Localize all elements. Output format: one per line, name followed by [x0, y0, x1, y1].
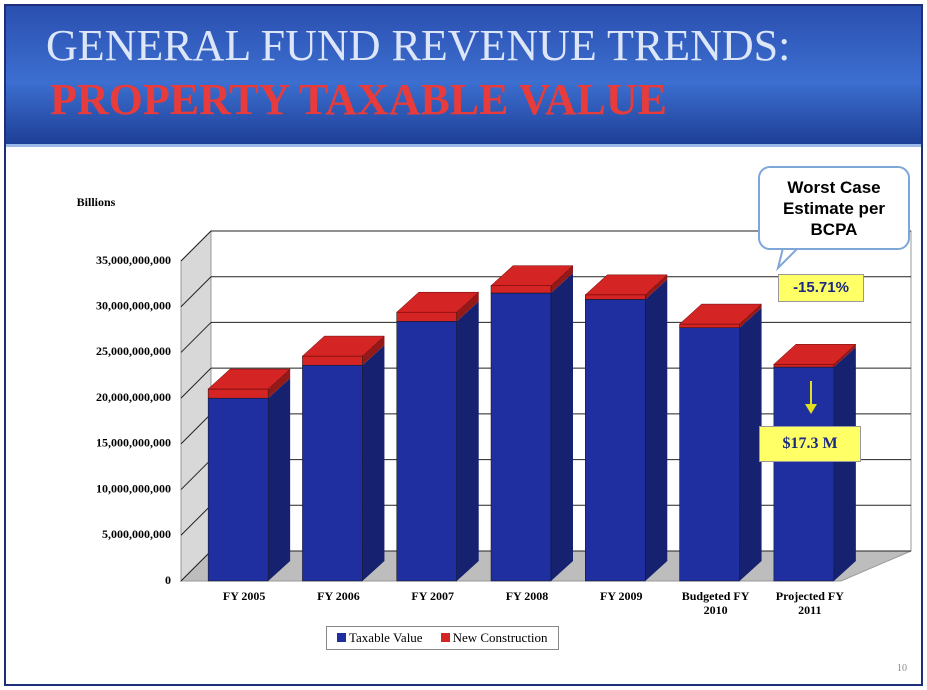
legend-swatch: [337, 633, 346, 642]
bar-top: [490, 265, 574, 286]
bar: [490, 285, 552, 294]
bar-side: [739, 307, 762, 581]
bar-side: [456, 292, 479, 322]
bar-top: [207, 368, 291, 390]
bar-side: [268, 378, 291, 581]
bar-side: [551, 273, 573, 581]
grid-line-side: [180, 367, 212, 399]
bar-side: [645, 279, 668, 581]
grid-line-side: [180, 230, 212, 262]
legend-label: New Construction: [452, 630, 548, 645]
grid-line-side: [180, 550, 212, 582]
bar-side: [833, 347, 856, 581]
y-axis-label: Billions: [77, 195, 116, 209]
x-tick-label: Projected FY 2011: [775, 589, 844, 617]
bar-top: [678, 303, 763, 325]
x-tick-label: FY 2009: [600, 589, 643, 603]
side-wall: [180, 229, 212, 583]
grid-line-side: [180, 322, 212, 353]
legend-label: Taxable Value: [349, 630, 423, 645]
y-tick-label: 0: [165, 573, 171, 587]
header: GENERAL FUND REVENUE TRENDS: PROPERTY TA…: [6, 6, 921, 147]
y-tick-label: 30,000,000,000: [96, 298, 171, 312]
bar-side: [551, 265, 573, 293]
bar-side: [362, 345, 385, 581]
bar-side: [456, 301, 479, 581]
bar-side: [268, 369, 291, 399]
x-tick-label: FY 2007: [411, 589, 454, 603]
legend-item: New Construction: [440, 630, 548, 646]
bar: [585, 299, 646, 582]
y-tick-label: 25,000,000,000: [96, 344, 171, 358]
arrow-head: [805, 404, 817, 414]
x-tick-label: FY 2006: [317, 589, 360, 603]
bar: [679, 323, 740, 328]
bar: [396, 311, 457, 322]
bar-side: [739, 304, 762, 328]
bar-top: [301, 335, 386, 357]
subtitle: PROPERTY TAXABLE VALUE: [50, 75, 668, 124]
legend-item: Taxable Value: [337, 630, 423, 646]
y-tick-label: 15,000,000,000: [96, 436, 171, 450]
bar-side: [833, 344, 856, 368]
bar-side: [362, 336, 385, 366]
y-tick-label: 20,000,000,000: [96, 390, 171, 404]
y-tick-label: 10,000,000,000: [96, 481, 171, 495]
bar: [773, 366, 835, 582]
amount-label: $17.3 M: [759, 426, 861, 462]
bar-top: [773, 344, 857, 365]
chart: Billions 0 5,000,000,000 10,000,000,000 15,…: [77, 195, 912, 587]
bar: [302, 364, 363, 582]
bar: [207, 397, 269, 582]
x-tick-label: FY 2008: [505, 589, 549, 603]
legend: Taxable Value New Construction: [326, 626, 559, 650]
callout: Worst Case Estimate per BCPA: [758, 166, 910, 250]
legend-swatch: [440, 633, 450, 642]
bar: [773, 364, 835, 368]
bar: [679, 327, 740, 582]
percent-label: -15.71%: [778, 274, 864, 302]
title: GENERAL FUND REVENUE TRENDS:: [46, 21, 791, 70]
bar: [585, 294, 646, 300]
bar-side: [645, 274, 668, 300]
bar: [207, 388, 269, 399]
grid-line-side: [180, 276, 212, 308]
bar: [490, 292, 552, 582]
grid-line-side: [180, 504, 212, 536]
grid-line-side: [180, 413, 212, 445]
y-tick-label: 35,000,000,000: [96, 253, 171, 267]
bar-top: [584, 274, 668, 296]
x-tick-label: FY 2005: [222, 589, 266, 603]
page-number: 10: [897, 663, 907, 674]
bar: [302, 355, 363, 366]
bar-top: [396, 291, 480, 313]
slide: GENERAL FUND REVENUE TRENDS: PROPERTY TA…: [4, 4, 923, 686]
y-tick-label: 5,000,000,000: [102, 527, 171, 541]
x-tick-label: Budgeted FY 2010: [681, 589, 750, 617]
grid-line-side: [180, 459, 212, 490]
bar: [396, 321, 457, 582]
